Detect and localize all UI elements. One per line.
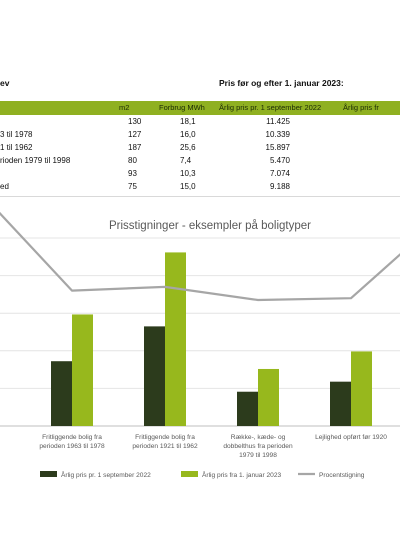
legend-swatch: [181, 471, 198, 477]
table-header-row: m2 Forbrug MWh Årlig pris pr. 1 septembe…: [0, 101, 400, 115]
row-price-sep22: 9.188: [269, 182, 290, 191]
table-left-title: ev: [0, 78, 10, 88]
row-label: 1 til 1962: [0, 143, 33, 152]
legend-swatch: [40, 471, 57, 477]
row-price-sep22: 5.470: [269, 156, 290, 165]
table-row: 3 til 1978 127 16,0 10.339: [0, 129, 400, 142]
bar-price-sep-2022: [51, 361, 72, 426]
price-increase-chart: Prisstigninger - eksempler på boligtyper…: [0, 208, 400, 500]
row-mwh: 7,4: [180, 156, 192, 165]
row-m2: 127: [128, 130, 142, 139]
row-mwh: 15,0: [180, 182, 196, 191]
row-label: 3 til 1978: [0, 130, 33, 139]
row-m2: 93: [128, 169, 137, 178]
legend-label: Årlig pris pr. 1 september 2022: [61, 470, 151, 479]
table-row: 1 til 1962 187 25,6 15.897: [0, 142, 400, 155]
table-row: 93 10,3 7.074: [0, 168, 400, 181]
bar-price-sep-2022: [144, 326, 165, 426]
category-label: perioden 1963 til 1978: [39, 443, 105, 450]
row-price-sep22: 7.074: [269, 169, 290, 178]
table-row: rioden 1979 til 1998 80 7,4 5.470: [0, 155, 400, 168]
row-mwh: 25,6: [180, 143, 196, 152]
table-row: 130 18,1 11.425: [0, 116, 400, 129]
chart-canvas: Prisstigninger - eksempler på boligtyper…: [0, 211, 400, 479]
category-label: Fritliggende bolig fra: [135, 434, 195, 441]
row-price-sep22: 15.897: [265, 143, 290, 152]
category-label: perioden 1921 til 1962: [132, 443, 198, 450]
table-divider: [0, 196, 400, 197]
bar-price-jan-2023: [72, 314, 93, 426]
category-label: Fritliggende bolig fra: [42, 434, 102, 441]
column-header-consumption: Forbrug MWh: [159, 103, 205, 112]
chart-title: Prisstigninger - eksempler på boligtyper: [109, 220, 311, 232]
row-price-sep22: 10.339: [265, 130, 290, 139]
category-label: Lejlighed opført før 1920: [315, 434, 387, 441]
row-mwh: 10,3: [180, 169, 196, 178]
row-price-sep22: 11.425: [266, 117, 290, 126]
category-label: 1979 til 1998: [239, 452, 277, 459]
row-m2: 75: [128, 182, 137, 191]
column-header-m2: m2: [119, 103, 130, 112]
category-label: Række-, kæde- og: [231, 434, 286, 441]
legend-label: Årlig pris fra 1. januar 2023: [202, 470, 281, 479]
row-mwh: 16,0: [180, 130, 196, 139]
bar-price-sep-2022: [330, 381, 351, 426]
line-percent-increase: [0, 211, 400, 302]
row-m2: 130: [128, 117, 142, 126]
table-row: ed 75 15,0 9.188: [0, 181, 400, 194]
bar-price-jan-2023: [351, 351, 372, 426]
bar-price-jan-2023: [165, 252, 186, 426]
legend-label: Procentstigning: [319, 472, 365, 479]
table-right-title: Pris før og efter 1. januar 2023:: [219, 78, 344, 88]
bar-price-jan-2023: [258, 368, 279, 426]
column-header-price-jan23: Årlig pris fr: [343, 103, 379, 112]
row-m2: 80: [128, 156, 137, 165]
row-mwh: 18,1: [180, 117, 196, 126]
category-label: dobbelthus fra perioden: [223, 443, 293, 450]
row-label: rioden 1979 til 1998: [0, 156, 71, 165]
column-header-price-sep22: Årlig pris pr. 1 september 2022: [219, 103, 322, 112]
bar-price-sep-2022: [237, 391, 258, 426]
row-label: ed: [0, 182, 9, 191]
row-m2: 187: [128, 143, 142, 152]
